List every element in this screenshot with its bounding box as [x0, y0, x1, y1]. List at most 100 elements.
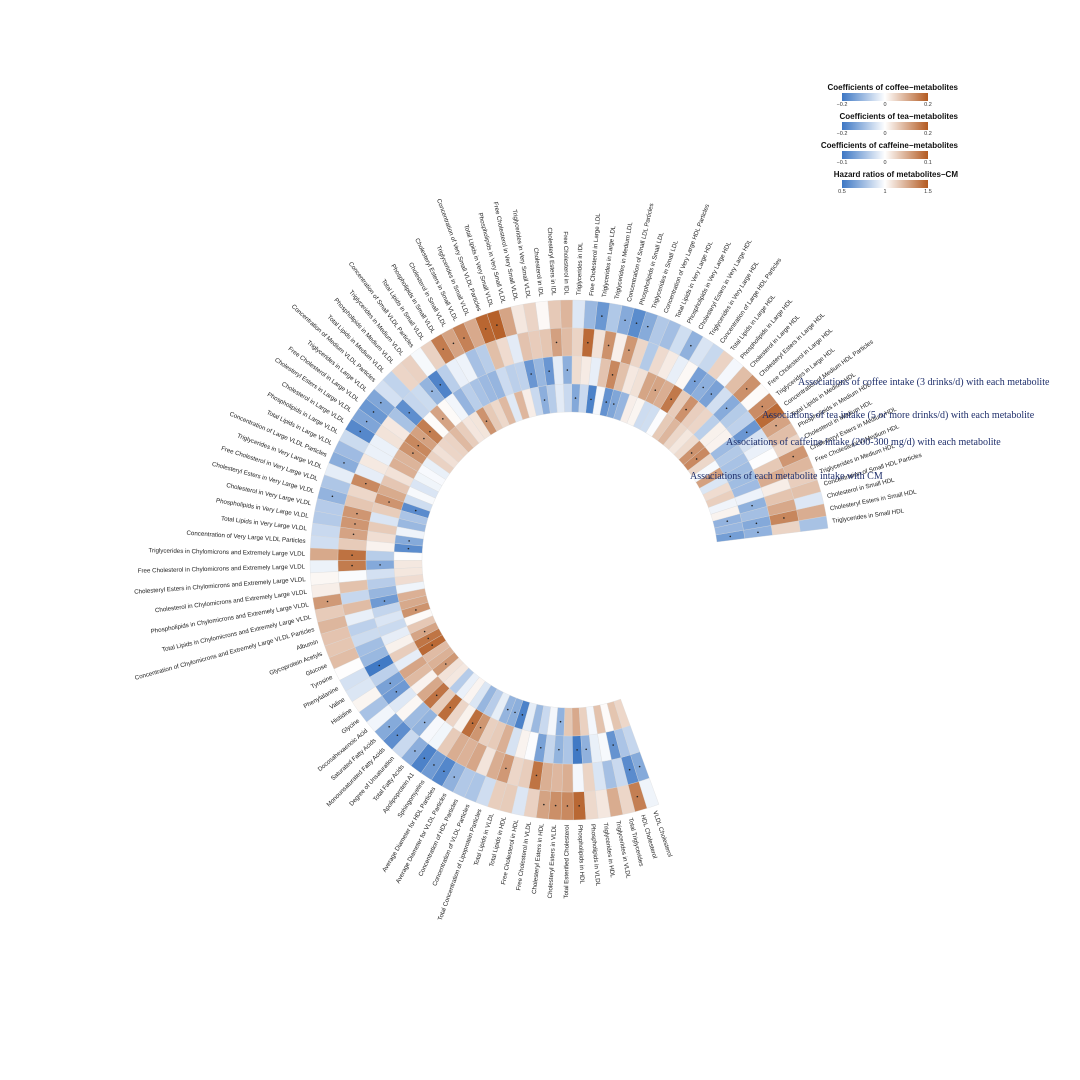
significance-marker: [463, 337, 465, 339]
significance-marker: [343, 462, 345, 464]
significance-marker: [365, 482, 367, 485]
significance-marker: [423, 757, 426, 759]
significance-marker: [423, 630, 426, 633]
metabolite-label: Concentration of Small LDL Particles: [626, 203, 655, 303]
metabolite-label: Triglycerides in Chylomicrons and Extrem…: [148, 547, 305, 557]
metabolite-label: Glucose: [305, 662, 329, 678]
significance-marker: [407, 547, 410, 550]
significance-marker: [389, 682, 392, 685]
ring-note-cm: Associations of each metabolite intake w…: [690, 471, 883, 482]
significance-marker: [449, 706, 452, 709]
metabolite-label: Cholesterol in IDL: [532, 247, 544, 297]
significance-marker: [690, 452, 693, 454]
significance-marker: [554, 804, 557, 807]
metabolite-label: Concentration of Very Large VLDL Particl…: [186, 530, 306, 545]
significance-marker: [612, 403, 615, 405]
metabolite-label: Free Cholesterol in Large LDL: [588, 212, 602, 296]
significance-marker: [354, 523, 356, 525]
legend-tick-label: −0.2: [837, 102, 848, 108]
significance-marker: [725, 407, 728, 410]
metabolite-label: Cholesteryl Esters in VLDL: [547, 824, 558, 899]
significance-marker: [326, 600, 329, 603]
legend-tick-label: 0.2: [924, 102, 932, 108]
significance-marker: [628, 768, 631, 771]
metabolite-label: Cholesteryl Esters in HDL: [531, 823, 546, 895]
significance-marker: [365, 420, 368, 423]
significance-marker: [514, 711, 516, 714]
significance-marker: [635, 322, 638, 324]
heatmap-cell: [571, 327, 584, 357]
significance-marker: [574, 397, 577, 399]
significance-marker: [695, 458, 698, 460]
significance-marker: [423, 721, 426, 724]
significance-marker: [745, 388, 748, 390]
ring-note-caffeine: Associations of caffeine intake (200-300…: [726, 437, 1001, 448]
legend-colorbar: [842, 122, 928, 130]
significance-marker: [768, 415, 771, 417]
significance-marker: [590, 398, 592, 401]
significance-marker: [331, 495, 334, 498]
significance-marker: [628, 349, 630, 351]
significance-marker: [530, 373, 532, 375]
significance-marker: [443, 770, 445, 773]
significance-marker: [415, 609, 417, 611]
significance-marker: [646, 325, 649, 328]
significance-marker: [636, 795, 639, 798]
heatmap-cell: [393, 551, 423, 561]
legend-title: Coefficients of coffee−metabolites: [828, 83, 959, 92]
significance-marker: [439, 384, 442, 386]
significance-marker: [535, 774, 538, 777]
significance-marker: [396, 734, 399, 737]
significance-marker: [624, 319, 626, 322]
legend-colorbar: [842, 93, 928, 101]
significance-marker: [587, 341, 589, 344]
significance-marker: [654, 389, 657, 392]
heatmap-cell: [561, 763, 574, 793]
significance-marker: [792, 455, 795, 458]
significance-marker: [431, 390, 433, 393]
significance-marker: [558, 748, 560, 751]
metabolite-label: Albumin: [296, 638, 320, 652]
significance-marker: [351, 554, 353, 556]
significance-marker: [726, 520, 729, 522]
significance-marker: [442, 348, 445, 350]
metabolite-label: Cholesteryl Esters in IDL: [546, 227, 557, 296]
heatmap-cell: [559, 299, 573, 329]
ring-note-coffee: Associations of coffee intake (3 drinks/…: [798, 377, 1050, 388]
metabolite-label: Free Cholesterol in Chylomicrons and Ext…: [138, 563, 306, 574]
significance-marker: [427, 637, 430, 640]
ring-annotations: Associations of coffee intake (3 drinks/…: [690, 377, 1050, 482]
significance-marker: [729, 535, 732, 538]
metabolite-label: Phospholipids in HDL: [576, 825, 585, 885]
legend-tick-label: 0.1: [924, 160, 932, 166]
legend-tick-label: 1.5: [924, 189, 932, 195]
significance-marker: [435, 694, 438, 697]
significance-marker: [685, 408, 687, 411]
significance-marker: [414, 750, 416, 752]
significance-marker: [745, 431, 748, 434]
significance-marker: [471, 722, 474, 724]
significance-marker: [442, 418, 444, 420]
significance-marker: [351, 564, 353, 567]
legend-tick-label: 0: [883, 131, 886, 137]
metabolite-label: Total Esterified Cholesterol: [563, 825, 571, 899]
significance-marker: [412, 452, 414, 454]
significance-marker: [505, 767, 507, 770]
metabolite-label: Triglycerides in HDL: [602, 822, 616, 878]
legend-title: Hazard ratios of metabolites−CM: [834, 170, 959, 179]
legend-tick-label: −0.1: [837, 160, 848, 166]
legend-tick-label: 0: [883, 160, 886, 166]
significance-marker: [751, 504, 753, 507]
significance-marker: [638, 765, 641, 768]
significance-marker: [690, 344, 692, 347]
significance-marker: [414, 509, 417, 512]
significance-marker: [359, 430, 362, 433]
significance-marker: [612, 744, 614, 746]
metabolite-label: Phospholipids in VLDL: [589, 824, 601, 887]
significance-marker: [757, 531, 759, 534]
significance-marker: [372, 411, 375, 413]
heatmap-cell: [309, 560, 339, 574]
significance-marker: [444, 663, 447, 665]
legend-tick-label: 1: [883, 189, 886, 195]
